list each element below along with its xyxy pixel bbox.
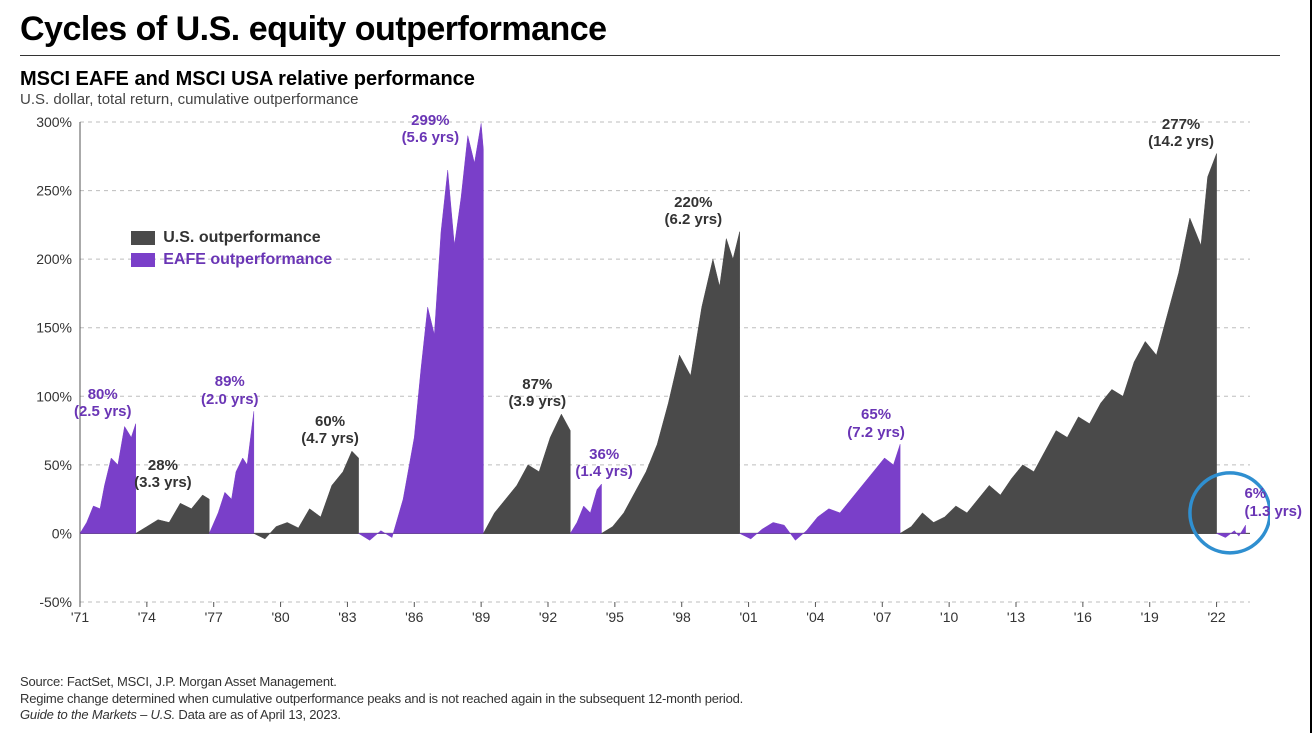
svg-text:'83: '83 [338, 609, 356, 625]
svg-text:100%: 100% [36, 388, 72, 404]
svg-text:0%: 0% [52, 525, 72, 541]
svg-text:'19: '19 [1141, 609, 1159, 625]
legend-eafe: EAFE outperformance [131, 251, 332, 269]
chart-svg: -50% 0% 50% 100% 150% 200% 250% 300% '71 '74 '77 '8… [20, 112, 1270, 652]
svg-text:'04: '04 [806, 609, 824, 625]
footnote-date: Guide to the Markets – U.S. Data are as … [20, 707, 743, 723]
svg-text:'01: '01 [739, 609, 757, 625]
svg-text:'80: '80 [271, 609, 289, 625]
title-divider [20, 55, 1280, 56]
footnote-source: Source: FactSet, MSCI, J.P. Morgan Asset… [20, 674, 743, 690]
legend-us: U.S. outperformance [131, 229, 332, 247]
page: Cycles of U.S. equity outperformance MSC… [0, 0, 1312, 733]
svg-text:'95: '95 [606, 609, 624, 625]
svg-text:'86: '86 [405, 609, 423, 625]
footnote-asof: Data are as of April 13, 2023. [175, 707, 341, 722]
footnote-guide: Guide to the Markets – U.S. [20, 707, 175, 722]
footnote-method: Regime change determined when cumulative… [20, 691, 743, 707]
svg-text:'74: '74 [138, 609, 156, 625]
footnotes: Source: FactSet, MSCI, J.P. Morgan Asset… [20, 674, 743, 723]
svg-text:'89: '89 [472, 609, 490, 625]
svg-text:250%: 250% [36, 183, 72, 199]
svg-text:'10: '10 [940, 609, 958, 625]
svg-text:-50%: -50% [39, 594, 72, 610]
page-title: Cycles of U.S. equity outperformance [20, 10, 1280, 49]
chart-subdesc: U.S. dollar, total return, cumulative ou… [20, 91, 1280, 108]
svg-text:50%: 50% [44, 457, 72, 473]
svg-text:'22: '22 [1207, 609, 1225, 625]
svg-text:'71: '71 [71, 609, 89, 625]
svg-text:'77: '77 [205, 609, 223, 625]
svg-text:200%: 200% [36, 251, 72, 267]
svg-text:'13: '13 [1007, 609, 1025, 625]
svg-text:300%: 300% [36, 114, 72, 130]
svg-text:'92: '92 [539, 609, 557, 625]
svg-text:'07: '07 [873, 609, 891, 625]
svg-text:'16: '16 [1074, 609, 1092, 625]
legend: U.S. outperformance EAFE outperformance [131, 229, 332, 269]
svg-text:'98: '98 [673, 609, 691, 625]
chart-area: -50% 0% 50% 100% 150% 200% 250% 300% '71 '74 '77 '8… [20, 112, 1270, 652]
chart-subtitle: MSCI EAFE and MSCI USA relative performa… [20, 68, 1280, 91]
svg-text:150%: 150% [36, 320, 72, 336]
